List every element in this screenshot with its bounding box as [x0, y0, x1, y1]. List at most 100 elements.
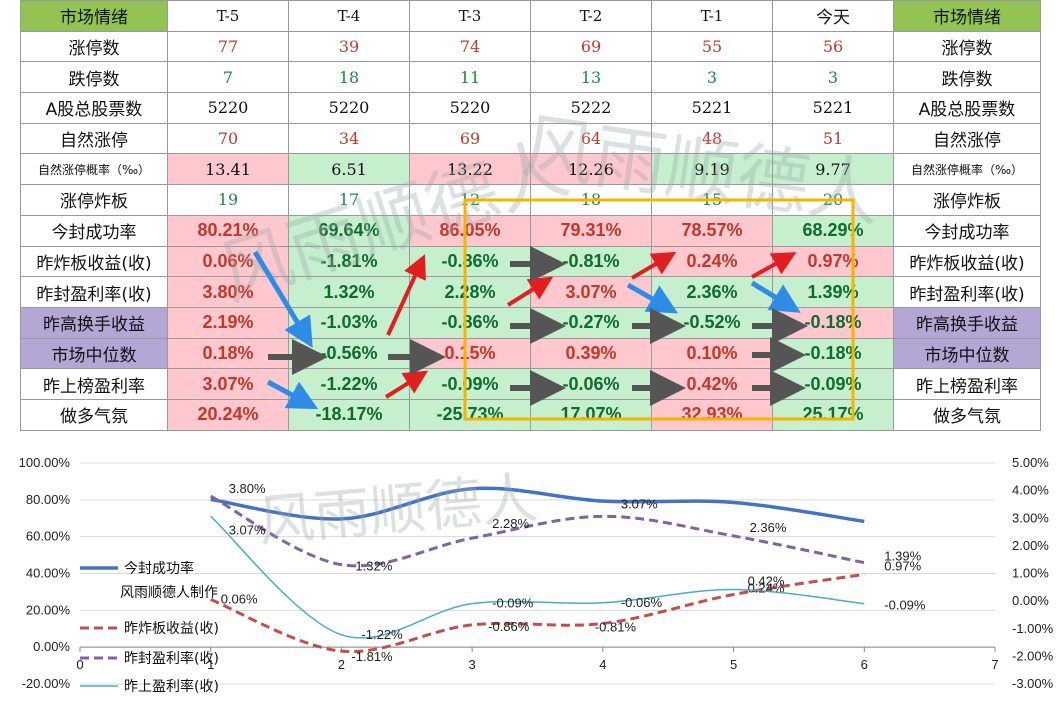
y-left-tick: 100.00%: [19, 455, 71, 470]
table-cell: 68.29%: [772, 214, 894, 247]
header-day: 今天: [772, 0, 894, 32]
series-line: [210, 486, 865, 524]
table-cell: 5221: [772, 92, 894, 124]
table-cell: 56: [772, 30, 894, 63]
y-right-tick: 5.00%: [1012, 455, 1049, 470]
table-cell: 20: [772, 184, 894, 216]
row-label: A股总股票数: [20, 92, 168, 124]
legend-entry: 今封成功率: [124, 560, 194, 577]
data-label: 2.28%: [492, 516, 529, 531]
table-row: 自然涨停概率（‰） 13.41 6.51 13.22 12.26 9.19 9.77 自然涨停…: [20, 153, 1041, 186]
table-cell: 79.31%: [530, 214, 652, 247]
table-cell: -0.52%: [651, 306, 773, 339]
data-label: 2.36%: [750, 520, 787, 535]
table-cell: -0.86%: [409, 245, 531, 278]
table-cell: 2.28%: [409, 276, 531, 308]
x-tick: 2: [338, 657, 345, 672]
table-cell: 20.24%: [167, 398, 289, 431]
table-row: 昨封盈利率(收) 3.80% 1.32% 2.28% 3.07% 2.36% 1.39% 昨封…: [20, 276, 1041, 308]
table-cell: 5222: [530, 92, 652, 124]
y-left-tick: 80.00%: [26, 492, 71, 507]
table-cell: 0.39%: [530, 337, 652, 370]
row-label: 昨上榜盈利率: [20, 368, 168, 400]
table-cell: 51: [772, 122, 894, 155]
table-cell: 9.19: [651, 153, 773, 186]
x-tick: 1: [207, 657, 214, 672]
y-right-tick: 0.00%: [1012, 593, 1049, 608]
table-cell: -0.56%: [288, 337, 410, 370]
table-cell: 77: [167, 30, 289, 63]
table-cell: 0.24%: [651, 245, 773, 278]
row-label: 今封成功率: [20, 214, 168, 247]
row-label: 做多气氛: [20, 398, 168, 431]
table-cell: 6.51: [288, 153, 410, 186]
row-label: 昨高换手收益: [20, 306, 168, 339]
data-label: 3.80%: [229, 481, 266, 496]
table-cell: -0.81%: [530, 245, 652, 278]
table-cell: 2.36%: [651, 276, 773, 308]
table-cell: 17: [288, 184, 410, 216]
table-cell: 3.07%: [530, 276, 652, 308]
data-label: -0.09%: [492, 596, 534, 611]
series-line: [210, 494, 865, 568]
table-cell: 13.22: [409, 153, 531, 186]
table-cell: 9.77: [772, 153, 894, 186]
table-cell: 25.17%: [772, 398, 894, 431]
table-cell: 11: [409, 61, 531, 94]
table-cell: 48: [651, 122, 773, 155]
table-row: A股总股票数 5220 5220 5220 5222 5221 5221 A股总股票数: [20, 92, 1041, 124]
table-cell: 17.07%: [530, 398, 652, 431]
y-right-tick: -1.00%: [1012, 621, 1054, 636]
table-row: 昨高换手收益 2.19% -1.03% -0.86% -0.27% -0.52% -0.18…: [20, 306, 1041, 339]
y-left-tick: -20.00%: [22, 676, 71, 691]
table-cell: -0.86%: [409, 306, 531, 339]
data-label: 3.07%: [621, 496, 658, 511]
y-left-tick: 40.00%: [26, 566, 71, 581]
table-cell: 18: [288, 61, 410, 94]
table-row: 跌停数 7 18 11 13 3 3 跌停数: [20, 61, 1041, 94]
table-cell: 19: [167, 184, 289, 216]
row-label: 自然涨停: [20, 122, 168, 155]
table-cell: 13: [530, 61, 652, 94]
header-label: 市场情绪: [20, 0, 168, 32]
table-row: 今封成功率 80.21% 69.64% 86.05% 79.31% 78.57% 68.29…: [20, 214, 1041, 247]
legend-entry: 昨上盈利率(收): [124, 678, 219, 695]
row-label-right: 涨停数: [893, 30, 1041, 63]
data-label: -0.81%: [595, 620, 637, 635]
table-cell: 12: [409, 184, 531, 216]
row-label-right: 涨停炸板: [893, 184, 1041, 216]
data-label: -0.09%: [884, 598, 926, 613]
table-cell: 0.97%: [772, 245, 894, 278]
header-label: 市场情绪: [893, 0, 1041, 32]
series-line: [210, 572, 865, 654]
table-cell: 5221: [651, 92, 773, 124]
y-left-tick: 20.00%: [26, 602, 71, 617]
header-day: T-4: [288, 0, 410, 32]
table-cell: 0.18%: [167, 337, 289, 370]
y-right-tick: 1.00%: [1012, 566, 1049, 581]
y-right-tick: -3.00%: [1012, 676, 1054, 691]
table-cell: 15: [651, 184, 773, 216]
table-cell: 78.57%: [651, 214, 773, 247]
table-row: 做多气氛 20.24% -18.17% -25.73% 17.07% 32.93% 25.1…: [20, 398, 1041, 431]
table-cell: 80.21%: [167, 214, 289, 247]
table-row: 自然涨停 70 34 69 64 48 51 自然涨停: [20, 122, 1041, 155]
row-label-right: 昨炸板收益(收): [893, 245, 1041, 278]
y-left-tick: 60.00%: [26, 529, 71, 544]
table-cell: 5220: [288, 92, 410, 124]
table-cell: -1.22%: [288, 368, 410, 400]
table-cell: 39: [288, 30, 410, 63]
row-label-right: 昨上榜盈利率: [893, 368, 1041, 400]
data-label: -0.06%: [621, 595, 663, 610]
table-cell: 3: [651, 61, 773, 94]
data-label: 3.07%: [229, 522, 266, 537]
table-cell: 1.39%: [772, 276, 894, 308]
legend-entry: 风雨顺德人制作: [120, 585, 218, 601]
table-cell: 12.26: [530, 153, 652, 186]
header-day: T-1: [651, 0, 773, 32]
table-cell: 0.06%: [167, 245, 289, 278]
row-label-right: 自然涨停概率（‰）: [893, 153, 1041, 186]
row-label-right: 自然涨停: [893, 122, 1041, 155]
row-label-right: 做多气氛: [893, 398, 1041, 431]
table-cell: 64: [530, 122, 652, 155]
